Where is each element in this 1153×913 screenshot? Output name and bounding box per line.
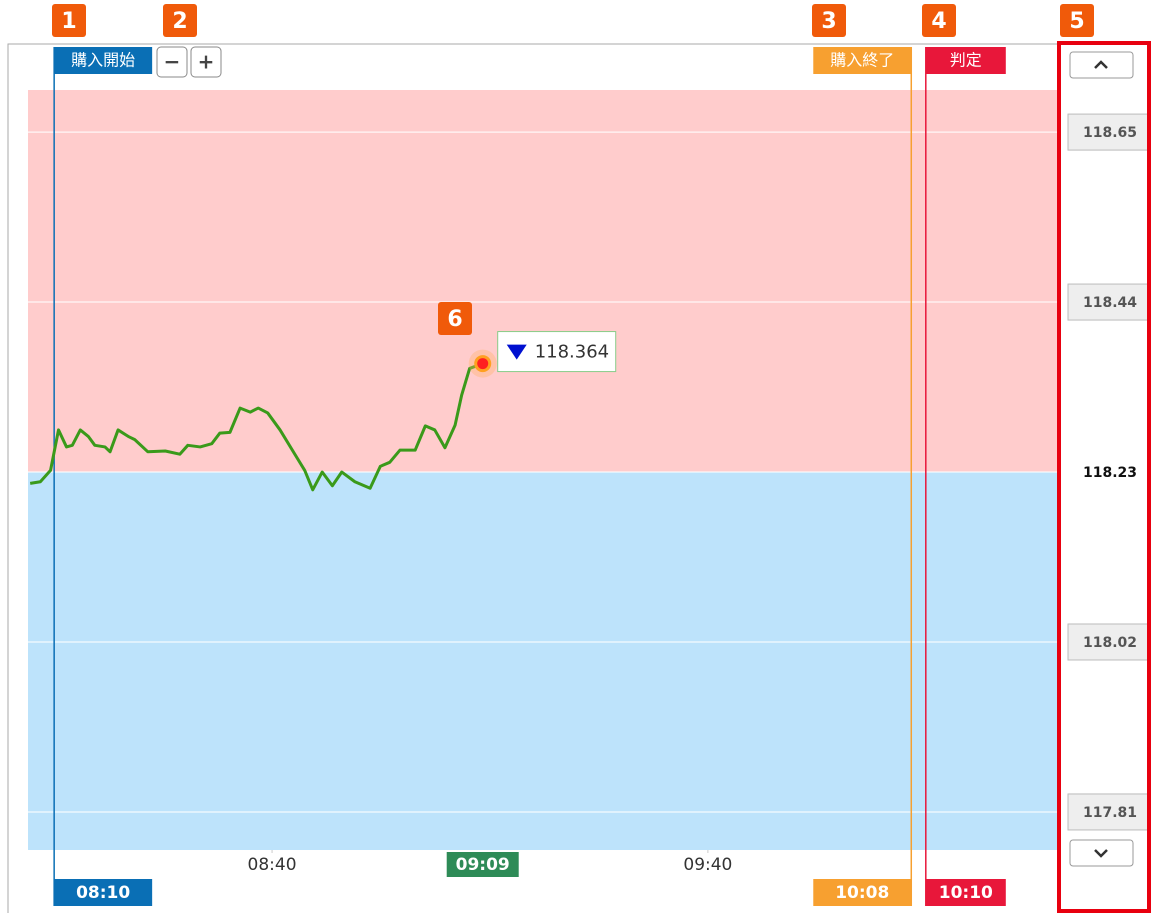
callout-number: 1: [61, 9, 76, 34]
marker-label-box: [925, 47, 1006, 74]
zoom-button[interactable]: [190, 46, 222, 78]
marker-time: 10:10: [939, 883, 993, 903]
callout-number: 5: [1069, 9, 1084, 34]
marker-label-box: [813, 47, 912, 74]
callout-badge: [163, 4, 197, 37]
y-tick-label: 118.44: [1083, 295, 1137, 311]
marker-time: 10:08: [835, 883, 889, 903]
zoom-button-label[interactable]: +: [198, 50, 215, 74]
callout-badge: [922, 4, 956, 37]
marker-label-box: [54, 47, 153, 74]
marker-time-box: [54, 879, 153, 906]
current-time-box: [446, 852, 519, 877]
y-tick-label: 118.02: [1083, 635, 1137, 651]
scroll-down-button[interactable]: [1069, 839, 1134, 867]
marker-time-box: [813, 879, 912, 906]
callout-badge: [812, 4, 846, 37]
callout-badge: [1060, 4, 1094, 37]
scroll-up-icon: [1094, 60, 1108, 69]
up-region: [28, 90, 1058, 473]
x-tick-label: 08:40: [248, 855, 297, 875]
zoom-button-label[interactable]: −: [164, 50, 181, 74]
marker-time-box: [925, 879, 1006, 906]
scroll-down-icon: [1094, 849, 1108, 858]
callout-badge: [438, 302, 472, 335]
callout-number: 6: [447, 307, 462, 332]
down-region: [28, 472, 1058, 850]
callout-number: 2: [172, 9, 187, 34]
y-tick-label: 118.23: [1083, 465, 1137, 481]
price-tooltip-value: 118.364: [535, 342, 609, 363]
panel-highlight: [1057, 41, 1151, 913]
current-time: 09:09: [456, 855, 510, 875]
marker-time: 08:10: [76, 883, 130, 903]
scroll-up-button[interactable]: [1069, 51, 1134, 79]
y-tick-label: 117.81: [1083, 805, 1137, 821]
strike-tick-box: [1068, 454, 1148, 491]
marker-label: 購入開始: [71, 51, 135, 70]
y-tick-box: [1067, 793, 1149, 831]
marker-label: 判定: [950, 51, 982, 70]
zoom-button[interactable]: [156, 46, 188, 78]
down-triangle: [506, 344, 527, 360]
current-point: [474, 355, 492, 373]
marker-label: 購入終了: [830, 51, 894, 70]
price-line: [29, 362, 484, 492]
x-tick-label: 09:40: [683, 855, 732, 875]
y-tick-box: [1067, 113, 1149, 151]
y-tick-label: 118.65: [1083, 125, 1137, 141]
callout-badge: [52, 4, 86, 37]
callout-number: 4: [931, 9, 946, 34]
callout-number: 3: [821, 9, 836, 34]
